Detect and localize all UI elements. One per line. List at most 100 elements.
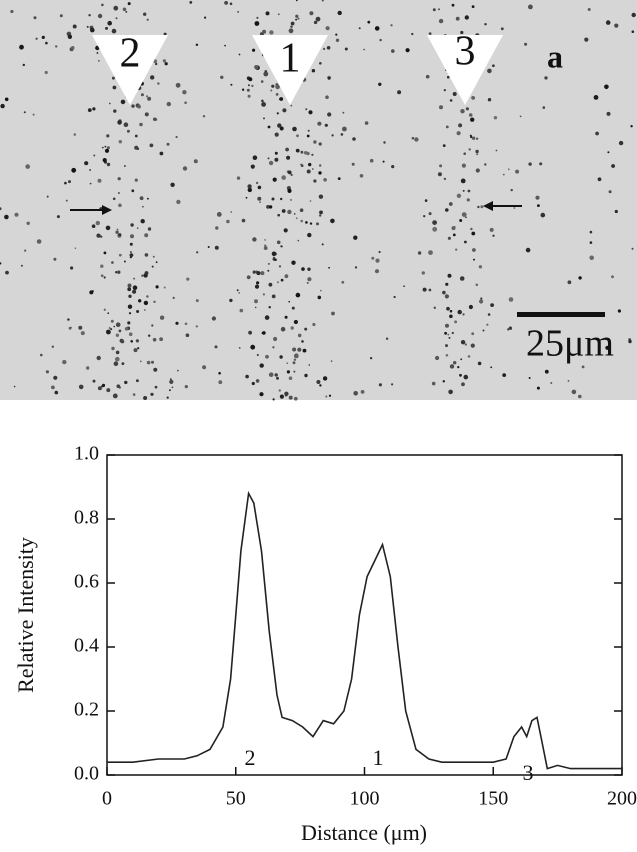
panel-label: a	[547, 38, 563, 74]
y-tick-label: 0.6	[74, 571, 99, 593]
speckle	[257, 196, 262, 201]
speckle	[295, 292, 301, 298]
speckle	[302, 348, 307, 353]
speckle	[95, 45, 100, 51]
speckle	[484, 23, 487, 26]
speckle	[459, 219, 463, 222]
speckle	[280, 278, 284, 282]
speckle	[152, 255, 155, 258]
speckle	[166, 142, 170, 146]
speckle	[64, 181, 67, 185]
speckle	[46, 195, 49, 198]
speckle	[220, 75, 224, 80]
speckle	[0, 262, 2, 265]
speckle	[152, 337, 157, 342]
speckle	[274, 373, 278, 377]
speckle	[146, 295, 149, 298]
speckle	[226, 219, 230, 224]
speckle	[148, 334, 151, 337]
speckle	[308, 162, 312, 167]
speckle	[475, 168, 480, 173]
speckle	[272, 346, 275, 349]
speckle	[25, 164, 31, 169]
speckle	[270, 89, 273, 92]
speckle	[457, 366, 460, 369]
speckle	[202, 365, 207, 370]
speckle	[606, 111, 611, 116]
speckle	[97, 386, 102, 391]
speckle	[438, 8, 440, 11]
speckle	[97, 178, 102, 183]
speckle	[304, 327, 308, 331]
speckle	[287, 170, 292, 175]
speckle	[312, 322, 316, 327]
speckle	[224, 44, 227, 47]
speckle	[276, 240, 281, 245]
speckle	[96, 52, 99, 54]
speckle	[261, 99, 264, 103]
speckle	[456, 193, 462, 198]
speckle	[352, 137, 356, 141]
speckle	[507, 168, 510, 171]
speckle	[319, 384, 322, 387]
speckle	[117, 192, 120, 194]
speckle	[280, 326, 286, 332]
speckle	[605, 345, 610, 350]
speckle	[86, 366, 90, 370]
speckle	[218, 380, 223, 385]
speckle	[256, 16, 259, 19]
speckle	[147, 96, 152, 101]
speckle	[446, 75, 450, 79]
x-tick-label: 100	[350, 788, 380, 810]
speckle	[293, 358, 297, 361]
speckle	[260, 271, 265, 276]
speckle	[325, 26, 330, 31]
speckle	[267, 269, 270, 272]
speckle	[330, 218, 335, 224]
speckle	[328, 394, 332, 397]
speckle	[451, 226, 456, 231]
y-tick-label: 0.0	[74, 763, 99, 785]
speckle	[281, 175, 287, 180]
micrograph-overlay: 2 1 3 a 25μm	[70, 29, 614, 365]
speckle	[448, 389, 453, 395]
speckle	[328, 266, 330, 269]
speckle	[454, 320, 458, 324]
speckle	[166, 101, 171, 107]
speckle	[447, 273, 452, 278]
speckle	[525, 247, 531, 253]
speckle	[432, 220, 437, 226]
speckle	[360, 390, 365, 394]
speckle	[405, 48, 410, 53]
speckle	[229, 2, 233, 6]
speckle	[445, 354, 449, 357]
speckle	[393, 295, 396, 299]
speckle	[417, 251, 422, 255]
speckle	[108, 102, 111, 105]
speckle	[287, 188, 292, 193]
speckle	[295, 0, 298, 2]
speckle	[540, 212, 546, 218]
speckle	[132, 289, 137, 294]
speckle	[136, 310, 140, 313]
speckle	[44, 70, 48, 75]
speckle	[111, 346, 115, 351]
speckle	[477, 205, 480, 209]
speckle	[370, 357, 373, 360]
speckle	[471, 5, 475, 8]
marker-label: 3	[455, 29, 476, 75]
speckle	[631, 30, 635, 33]
y-tick-label: 1.0	[74, 443, 99, 465]
speckle	[319, 214, 322, 217]
speckle	[276, 281, 279, 284]
speckle	[470, 227, 473, 231]
speckle	[331, 311, 335, 316]
speckle	[492, 64, 495, 67]
speckle	[87, 108, 92, 112]
speckle	[247, 187, 252, 193]
speckle	[288, 376, 293, 381]
speckle	[195, 43, 199, 46]
speckle	[151, 265, 154, 268]
speckle	[118, 253, 122, 257]
speckle	[470, 343, 475, 348]
